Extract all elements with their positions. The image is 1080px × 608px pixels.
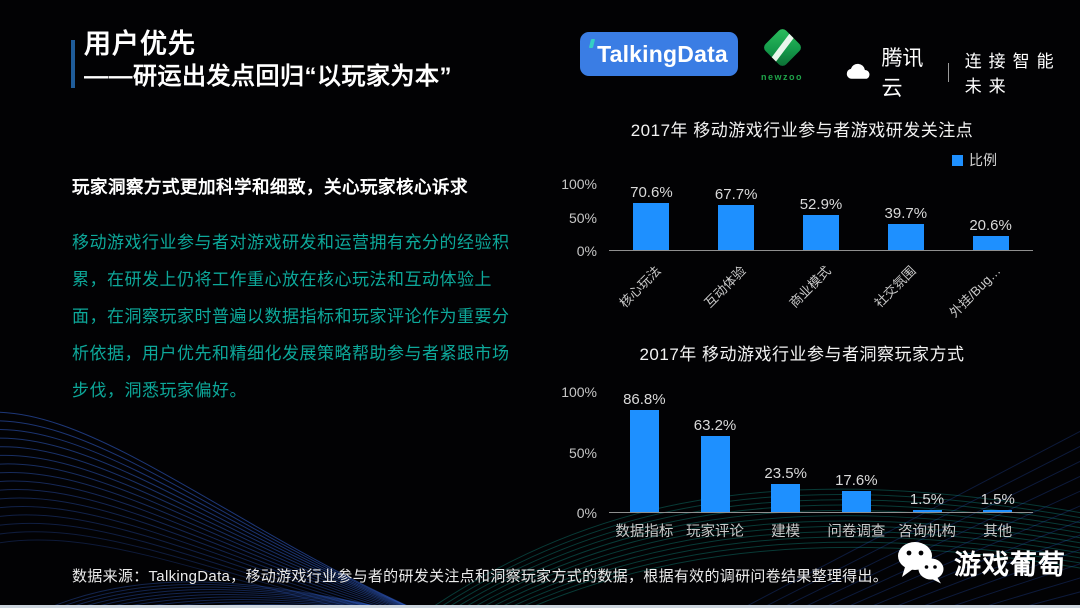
section-subtitle: 玩家洞察方式更加科学和细致，关心玩家核心诉求 [72, 177, 468, 197]
bar-value-label: 20.6% [969, 217, 1012, 235]
title-line-1: 用户优先 [84, 29, 196, 59]
bar-column: 1.5% [962, 392, 1033, 512]
x-axis-label: 互动体验 [701, 263, 749, 311]
logo-divider [947, 62, 949, 82]
x-axis-labels: 核心玩法 互动体验 商业模式 社交氛围 外挂/Bug… [609, 255, 1033, 334]
y-axis: 100% 50% 0% [561, 385, 603, 520]
tencent-cloud-slogan: 连接智能未来 [964, 52, 1061, 96]
bar-column: 17.6% [821, 392, 892, 512]
bar-column: 23.5% [750, 392, 821, 512]
x-label-cell: 数据指标 [609, 520, 680, 544]
x-label-cell: 建模 [750, 520, 821, 544]
x-axis-label: 咨询机构 [898, 524, 957, 540]
wechat-account-badge: 游戏葡萄 [896, 540, 1066, 584]
legend-swatch [952, 154, 963, 166]
bar-value-label: 67.7% [714, 186, 758, 204]
x-label-cell: 其他 [962, 520, 1033, 544]
x-label-cell: 玩家评论 [680, 520, 751, 544]
wechat-account-name: 游戏葡萄 [954, 549, 1066, 580]
talkingdata-logo: TalkingData [580, 32, 738, 76]
page-title: 用户优先 ——研运出发点回归“以玩家为本” [84, 28, 452, 92]
bar-plot: 86.8% 63.2% 23.5% 17.6% 1.5% 1.5% [609, 392, 1033, 513]
bar [771, 483, 801, 512]
y-tick: 50% [568, 209, 597, 226]
cloud-icon [846, 63, 870, 79]
bar [912, 510, 942, 512]
title-accent-bar [71, 40, 75, 88]
bar-column: 39.7% [863, 184, 948, 250]
x-axis-label: 问卷调查 [827, 524, 886, 540]
x-label-cell: 核心玩法 [609, 255, 694, 334]
bar-value-label: 1.5% [909, 491, 945, 509]
bar-value-label: 63.2% [693, 417, 737, 435]
bar-value-label: 17.6% [835, 471, 878, 489]
bar [718, 205, 755, 250]
insight-paragraph: 移动游戏行业参与者对游戏研发和运营拥有充分的经验积累，在研发上仍将工作重心放在核… [72, 233, 510, 400]
x-label-cell: 互动体验 [694, 255, 779, 334]
y-tick: 50% [568, 444, 597, 461]
bar-column: 20.6% [948, 184, 1033, 250]
data-source-note: 数据来源：TalkingData，移动游戏行业参与者的研发关注点和洞察玩家方式的… [72, 568, 889, 585]
bar-column: 67.7% [694, 184, 779, 250]
newzoo-logo-text: newzoo [761, 72, 803, 82]
title-line-2: ——研运出发点回归“以玩家为本” [84, 63, 452, 91]
x-axis-label: 其他 [983, 524, 1013, 540]
chart-research-focus: 2017年 移动游戏行业参与者游戏研发关注点 比例 100% 50% 0% 70… [561, 108, 1041, 334]
bar [972, 236, 1009, 250]
wechat-icon [898, 542, 944, 584]
plot-area: 100% 50% 0% 86.8% 63.2% 23.5% 17.6% 1.5% 1.5% [561, 385, 1033, 520]
x-label-cell: 外挂/Bug… [946, 255, 1033, 334]
x-axis-label: 社交氛围 [871, 263, 919, 311]
bar-value-label: 70.6% [630, 184, 673, 202]
x-label-cell: 商业模式 [779, 255, 864, 334]
x-axis-label: 外挂/Bug… [946, 263, 1004, 321]
bar-value-label: 39.7% [884, 204, 928, 222]
x-axis-label: 商业模式 [786, 263, 834, 311]
chart-player-insight-methods: 2017年 移动游戏行业参与者洞察玩家方式 100% 50% 0% 86.8% 6… [561, 332, 1041, 548]
bar [633, 203, 670, 250]
x-label-cell: 咨询机构 [892, 520, 963, 544]
newzoo-diamond-icon [761, 26, 803, 69]
bar-value-label: 52.9% [799, 196, 843, 214]
talkingdata-logo-text: TalkingData [597, 40, 728, 67]
chart-title: 2017年 移动游戏行业参与者洞察玩家方式 [639, 345, 965, 364]
bar [887, 223, 924, 250]
y-tick: 100% [561, 384, 597, 400]
bottom-edge-strip [0, 605, 1080, 608]
tencent-cloud-logo: 腾讯云 连接智能未来 [843, 42, 1080, 102]
y-tick: 100% [561, 176, 597, 192]
y-axis: 100% 50% 0% [561, 177, 603, 258]
bar-column: 63.2% [680, 392, 751, 512]
x-axis-label: 核心玩法 [616, 263, 665, 311]
bar [700, 436, 730, 512]
x-label-cell: 问卷调查 [821, 520, 892, 544]
plot-area: 100% 50% 0% 70.6% 67.7% 52.9% 39.7% 20.6% [561, 177, 1033, 258]
x-axis-label: 玩家评论 [686, 524, 744, 540]
x-axis-labels: 数据指标 玩家评论 建模 问卷调查 咨询机构 其他 [609, 520, 1033, 544]
tencent-cloud-name: 腾讯云 [881, 47, 924, 100]
x-label-cell: 社交氛围 [863, 255, 948, 334]
x-axis-label: 建模 [771, 524, 801, 540]
legend-label: 比例 [969, 152, 997, 168]
bar [983, 510, 1013, 512]
bar-column: 70.6% [609, 184, 694, 250]
chart-title: 2017年 移动游戏行业参与者游戏研发关注点 [630, 121, 974, 140]
bar-value-label: 1.5% [980, 491, 1015, 509]
bar-column: 52.9% [779, 184, 864, 250]
bar [841, 490, 871, 512]
bar-column: 86.8% [609, 392, 680, 512]
bar-value-label: 86.8% [623, 391, 666, 408]
y-tick: 0% [576, 505, 597, 521]
bar-value-label: 23.5% [764, 464, 807, 482]
x-axis-label: 数据指标 [615, 524, 674, 540]
chart-legend: 比例 [952, 150, 997, 170]
bar-column: 1.5% [892, 392, 963, 512]
bar-plot: 70.6% 67.7% 52.9% 39.7% 20.6% [609, 184, 1033, 251]
bar [629, 410, 659, 512]
bar [802, 215, 839, 250]
talkingdata-logo-tick-icon [588, 38, 596, 48]
newzoo-logo: newzoo [756, 26, 808, 82]
y-tick: 0% [576, 243, 597, 259]
